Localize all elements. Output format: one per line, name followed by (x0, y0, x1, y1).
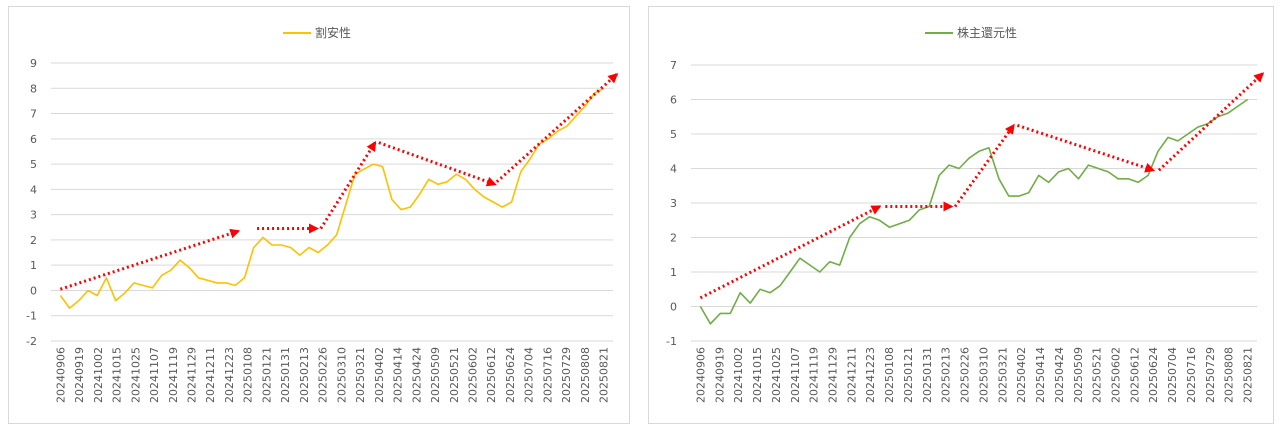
x-tick-label: 20250121 (260, 347, 273, 403)
y-tick-label: 1 (670, 266, 677, 279)
x-tick-label: 20250624 (1147, 347, 1160, 403)
x-tick-label: 20250808 (1223, 347, 1236, 403)
y-tick-label: 7 (670, 59, 677, 72)
x-tick-label: 20250424 (410, 347, 423, 403)
x-tick-label: 20240906 (694, 347, 707, 403)
x-tick-label: 20250226 (317, 347, 330, 403)
x-tick-label: 20241119 (167, 347, 180, 403)
x-tick-label: 20250821 (1242, 347, 1255, 403)
x-tick-label: 20241025 (129, 347, 142, 403)
trend-arrow (495, 73, 619, 183)
x-tick-label: 20241015 (111, 347, 124, 403)
x-tick-label: 20250602 (467, 347, 480, 403)
x-tick-label: 20250424 (1053, 347, 1066, 403)
chart-panel-valuation: -2 -1 0 1 2 3 4 5 6 7 8 9 20240906 20240919 20241002 20… (8, 6, 630, 424)
x-tick-label: 20250414 (392, 347, 405, 403)
x-tick-label: 20241107 (148, 347, 161, 403)
y-tick-label: 3 (670, 197, 677, 210)
y-tick-label: 0 (30, 284, 37, 297)
x-tick-label: 20250716 (1185, 347, 1198, 403)
x-tick-label: 20250414 (1034, 347, 1047, 403)
y-tick-label: -1 (666, 335, 677, 348)
x-tick-label: 20241119 (808, 347, 821, 403)
trend-arrow (1016, 123, 1156, 173)
x-tick-label: 20250624 (504, 347, 517, 403)
y-tick-label: 3 (30, 209, 37, 222)
x-tick-label: 20250729 (560, 347, 573, 403)
y-tick-label: 7 (30, 108, 37, 121)
x-tick-label: 20250808 (579, 347, 592, 403)
y-tick-label: 2 (670, 232, 677, 245)
x-tick-label: 20250321 (354, 347, 367, 403)
trend-arrow (378, 141, 497, 187)
x-tick-label: 20240919 (73, 347, 86, 403)
y-tick-label: 1 (30, 259, 37, 272)
legend-label: 株主還元性 (957, 25, 1017, 40)
x-tick-label: 20250612 (485, 347, 498, 403)
x-tick-label: 20241015 (751, 347, 764, 403)
y-tick-label: -2 (26, 335, 37, 348)
x-tick-label: 20250131 (921, 347, 934, 403)
y-tick-label: 5 (30, 158, 37, 171)
x-tick-label: 20250310 (335, 347, 348, 403)
line-chart-shareholder-return: -1 0 1 2 3 4 5 6 7 20240906 20240919 20241002 202410… (666, 25, 1265, 403)
chart-panel-shareholder-return: -1 0 1 2 3 4 5 6 7 20240906 20240919 20241002 202410… (648, 6, 1274, 424)
y-tick-label: 6 (670, 94, 677, 107)
x-tick-label: 20250821 (598, 347, 611, 403)
x-tick-label: 20250612 (1128, 347, 1141, 403)
x-tick-label: 20250226 (959, 347, 972, 403)
y-tick-label: 4 (30, 183, 37, 196)
trend-arrow (953, 123, 1015, 208)
x-tick-label: 20250729 (1204, 347, 1217, 403)
x-tick-label: 20250402 (373, 347, 386, 403)
x-tick-label: 20241107 (789, 347, 802, 403)
x-tick-label: 20250704 (1166, 347, 1179, 403)
y-tick-label: 6 (30, 133, 37, 146)
x-tick-label: 20250716 (541, 347, 554, 403)
legend-label: 割安性 (315, 25, 351, 40)
x-tick-label: 20240906 (54, 347, 67, 403)
x-tick-label: 20241223 (864, 347, 877, 403)
x-tick-label: 20250704 (523, 347, 536, 403)
x-tick-label: 20250521 (1091, 347, 1104, 403)
x-tick-label: 20241002 (92, 347, 105, 403)
y-tick-label: 0 (670, 301, 677, 314)
x-tick-label: 20250108 (242, 347, 255, 403)
x-tick-label: 20250321 (996, 347, 1009, 403)
trend-arrow (1157, 72, 1265, 172)
x-tick-label: 20250521 (448, 347, 461, 403)
x-tick-label: 20250131 (279, 347, 292, 403)
line-chart-valuation: -2 -1 0 1 2 3 4 5 6 7 8 9 20240906 20240919 20241002 20… (26, 25, 619, 403)
series-line (59, 87, 604, 309)
x-tick-label: 20241223 (223, 347, 236, 403)
x-tick-label: 20241129 (827, 347, 840, 403)
x-tick-label: 20241129 (186, 347, 199, 403)
x-tick-label: 20250310 (977, 347, 990, 403)
x-tick-label: 20241211 (845, 347, 858, 403)
x-tick-label: 20241025 (770, 347, 783, 403)
y-tick-label: 4 (670, 163, 677, 176)
y-tick-label: -1 (26, 310, 37, 323)
trend-arrow (59, 228, 241, 291)
y-tick-label: 8 (30, 82, 37, 95)
x-tick-label: 20250602 (1110, 347, 1123, 403)
x-tick-label: 20250213 (298, 347, 311, 403)
series-line (699, 98, 1249, 325)
x-tick-label: 20250509 (429, 347, 442, 403)
x-tick-label: 20250402 (1015, 347, 1028, 403)
x-tick-label: 20250213 (940, 347, 953, 403)
x-tick-label: 20250121 (902, 347, 915, 403)
y-tick-label: 9 (30, 57, 37, 70)
x-tick-label: 20250108 (883, 347, 896, 403)
y-tick-label: 2 (30, 234, 37, 247)
x-tick-label: 20241211 (204, 347, 217, 403)
trend-arrow (319, 140, 377, 230)
x-tick-label: 20250509 (1072, 347, 1085, 403)
y-tick-label: 5 (670, 128, 677, 141)
trend-arrow (699, 205, 882, 300)
x-tick-label: 20241002 (732, 347, 745, 403)
x-tick-label: 20240919 (713, 347, 726, 403)
